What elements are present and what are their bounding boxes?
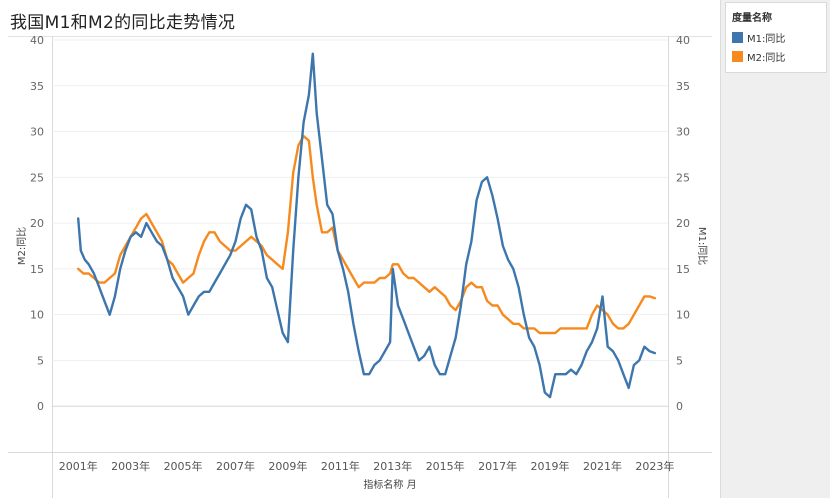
y-tick-label-left: 40: [30, 34, 44, 47]
series-line-m2: [77, 134, 657, 335]
chart-area: 0 0 5 5 10 10 15 15 20 20 25 25 30 30 35 35 40 40 2001年 200…: [8, 34, 712, 498]
y-axis-label-left: M2:同比: [16, 227, 28, 265]
y-tick-label-right: 25: [676, 171, 690, 184]
legend-swatch-m2: [732, 51, 743, 62]
series-line-m1: [77, 52, 657, 399]
x-tick-label: 2019年: [531, 459, 570, 473]
x-tick-label: 2021年: [583, 459, 622, 473]
x-tick-label: 2023年: [635, 459, 674, 473]
x-tick-label: 2001年: [59, 459, 98, 473]
legend-swatch-m1: [732, 32, 743, 43]
x-tick-label: 2007年: [216, 459, 255, 473]
y-tick-label-left: 20: [30, 217, 44, 230]
y-tick-label-left: 5: [37, 354, 44, 367]
x-tick-label: 2017年: [478, 459, 517, 473]
legend-label-m2: M2:同比: [747, 53, 786, 64]
y-tick-label-left: 15: [30, 263, 44, 276]
legend-item-m1[interactable]: M1:同比: [732, 30, 822, 45]
legend-label-m1: M1:同比: [747, 34, 786, 45]
y-tick-label-right: 5: [676, 354, 683, 367]
y-tick-label-left: 30: [30, 126, 44, 139]
legend-item-m2[interactable]: M2:同比: [732, 49, 822, 64]
x-tick-label: 2011年: [321, 459, 360, 473]
x-tick-label: 2003年: [111, 459, 150, 473]
chart-title: 我国M1和M2的同比走势情况: [10, 13, 236, 33]
y-tick-label-right: 10: [676, 309, 690, 322]
y-tick-label-right: 30: [676, 126, 690, 139]
y-tick-label-right: 20: [676, 217, 690, 230]
y-axis-label-right: M1:同比: [696, 227, 708, 265]
y-tick-label-left: 0: [37, 400, 44, 413]
legend-pane: 度量名称 M1:同比 M2:同比: [720, 0, 830, 498]
legend-title: 度量名称: [732, 13, 772, 24]
y-tick-label-left: 10: [30, 309, 44, 322]
y-tick-label-right: 0: [676, 400, 683, 413]
x-tick-label: 2015年: [426, 459, 465, 473]
y-tick-label-right: 15: [676, 263, 690, 276]
y-tick-label-left: 25: [30, 171, 44, 184]
y-tick-label-left: 35: [30, 80, 44, 93]
line-chart: 0 0 5 5 10 10 15 15 20 20 25 25 30 30 35 35 40 40 2001年 200…: [8, 34, 712, 498]
legend: 度量名称 M1:同比 M2:同比: [725, 2, 827, 73]
x-tick-label: 2013年: [373, 459, 412, 473]
x-tick-label: 2009年: [268, 459, 307, 473]
y-tick-label-right: 40: [676, 34, 690, 47]
x-axis-label: 指标名称 月: [363, 478, 416, 491]
y-tick-label-right: 35: [676, 80, 690, 93]
x-tick-label: 2005年: [164, 459, 203, 473]
